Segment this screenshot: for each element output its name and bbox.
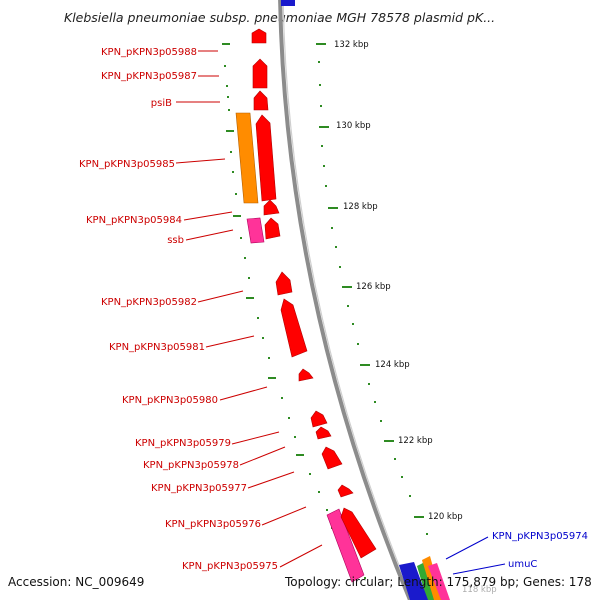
gene-label-05976[interactable]: KPN_pKPN3p05976 — [165, 519, 261, 530]
cds-arrow-05978 — [321, 446, 343, 470]
cds-arrow-05985 — [255, 114, 277, 202]
tick-labels: 132 kbp 130 kbp 128 kbp 126 kbp 124 kbp … — [334, 40, 497, 595]
pink-feature-bottom — [326, 508, 365, 583]
gene-label-05981[interactable]: KPN_pKPN3p05981 — [109, 342, 205, 353]
cds-arrow-05987 — [252, 58, 268, 89]
bottom-features — [399, 556, 450, 600]
tick-label-132: 132 kbp — [334, 40, 369, 50]
blue-feature-top — [281, 0, 295, 6]
tick-label-120: 120 kbp — [428, 512, 463, 522]
gene-label-05975[interactable]: KPN_pKPN3p05975 — [182, 561, 278, 572]
gene-label-umuC[interactable]: umuC — [508, 559, 537, 570]
accession-text: Accession: NC_009649 — [8, 575, 144, 589]
cds-arrow-05980 — [298, 368, 314, 382]
cds-arrow-ssb — [264, 217, 281, 240]
tick-label-130: 130 kbp — [336, 121, 371, 131]
cds-arrows — [251, 28, 377, 559]
green-feature-bottom — [417, 563, 434, 600]
cds-arrow-05977 — [337, 484, 354, 498]
cds-arrow-psiB — [253, 90, 269, 111]
summary-text: Topology: circular; Length: 175,879 bp; … — [284, 575, 592, 589]
left-connectors — [175, 50, 323, 568]
cds-arrow-05981 — [280, 298, 308, 358]
cds-arrow-05982 — [275, 271, 293, 296]
gene-label-ssb[interactable]: ssb — [167, 235, 184, 246]
gene-label-05978[interactable]: KPN_pKPN3p05978 — [143, 460, 239, 471]
tick-label-126: 126 kbp — [356, 282, 391, 292]
right-connectors — [445, 536, 506, 575]
gene-label-05980[interactable]: KPN_pKPN3p05980 — [122, 395, 218, 406]
gene-label-05982[interactable]: KPN_pKPN3p05982 — [101, 297, 197, 308]
gene-label-05979[interactable]: KPN_pKPN3p05979 — [135, 438, 231, 449]
gene-label-05987[interactable]: KPN_pKPN3p05987 — [101, 71, 197, 82]
tick-label-122: 122 kbp — [398, 436, 433, 446]
gene-label-05977[interactable]: KPN_pKPN3p05977 — [151, 483, 247, 494]
backbone-arc — [278, 0, 412, 600]
cds-arrow-05979a — [310, 410, 328, 428]
gene-label-05988[interactable]: KPN_pKPN3p05988 — [101, 47, 197, 58]
outer-tick-ring — [316, 43, 428, 535]
tick-label-124: 124 kbp — [375, 360, 410, 370]
cds-arrow-05976 — [340, 507, 377, 559]
gene-label-05985[interactable]: KPN_pKPN3p05985 — [79, 159, 175, 170]
pink-feature-umuC — [428, 563, 450, 600]
gene-label-05974[interactable]: KPN_pKPN3p05974 — [492, 531, 588, 542]
cds-arrow-05984 — [263, 199, 280, 216]
gene-labels-right: KPN_pKPN3p05974 umuC — [492, 531, 588, 570]
blue-feature-bottom — [399, 562, 428, 600]
orange-feature — [235, 112, 259, 204]
pink-feature-ssb — [246, 217, 265, 244]
gene-label-05984[interactable]: KPN_pKPN3p05984 — [86, 215, 182, 226]
gene-labels-left: KPN_pKPN3p05988 KPN_pKPN3p05987 psiB KPN… — [79, 47, 278, 572]
tick-label-118: 118 kbp — [462, 585, 497, 595]
backbone-arc-highlight — [282, 0, 414, 600]
gene-label-psiB[interactable]: psiB — [151, 98, 172, 109]
tick-label-128: 128 kbp — [343, 202, 378, 212]
cds-arrow-05988 — [251, 28, 267, 44]
cds-arrow-05979b — [315, 426, 332, 440]
